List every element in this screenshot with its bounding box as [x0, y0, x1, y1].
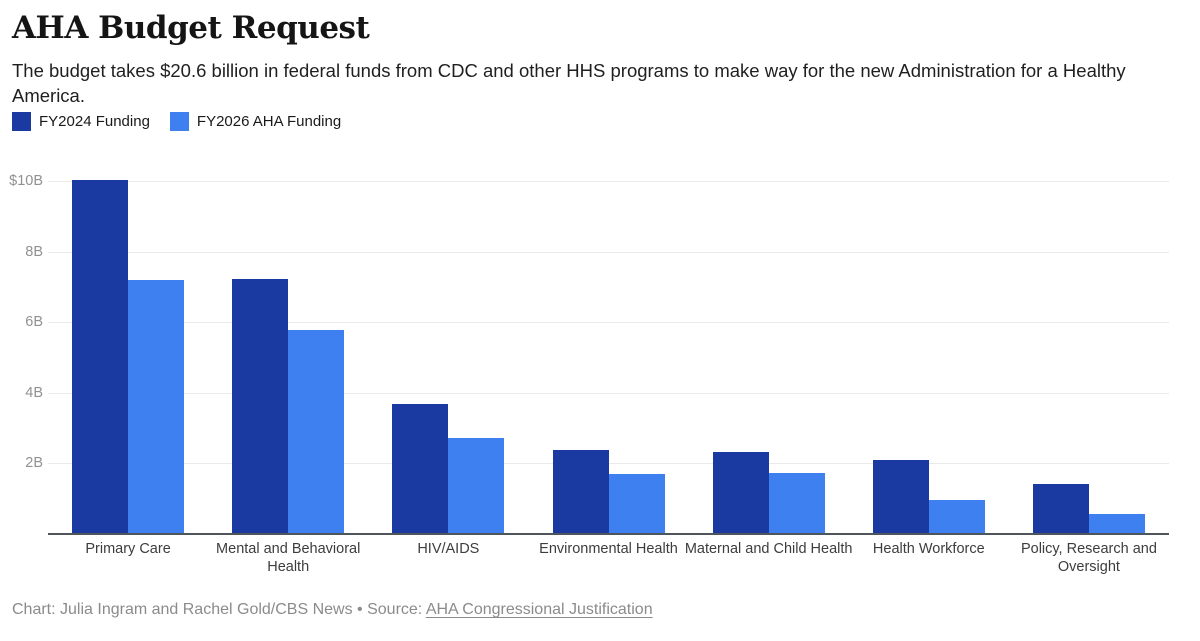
bar-fy2026-health-workforce[interactable] [928, 499, 985, 533]
chart-subtitle: The budget takes $20.6 billion in federa… [12, 58, 1162, 108]
bar-fy2024-primary-care[interactable] [72, 180, 129, 533]
gridline-2b [48, 463, 1169, 465]
legend-label: FY2024 Funding [39, 113, 150, 130]
bar-chart: $10B 8B 6B 4B 2B Primary Care Mental and Behav… [0, 160, 1200, 580]
gridline-6b [48, 322, 1169, 324]
source-label: Source: [367, 601, 423, 618]
subtitle-line-2: America. [12, 85, 85, 106]
x-axis-label-environmental-health: Environmental Health [539, 541, 678, 557]
credit-separator: • [357, 601, 363, 618]
x-axis-label-health-workforce: Health Workforce [872, 541, 985, 557]
gridline-4b [48, 392, 1169, 394]
legend-item-fy2026-aha-funding: FY2026 AHA Funding [169, 112, 342, 131]
bar-fy2024-maternal-and-child-health[interactable] [712, 451, 769, 533]
bar-fy2024-mental-and-behavioral-health[interactable] [232, 279, 289, 533]
y-axis-tick-label: 6B [25, 314, 43, 331]
bar-fy2024-policy-research-and-oversight[interactable] [1032, 484, 1089, 533]
y-axis-tick-label: $10B [9, 173, 43, 190]
x-axis-label-mental-and-behavioral-health: Mental and Behavioral Health [216, 541, 361, 575]
chart-credit: Chart: Julia Ingram and Rachel Gold/CBS … [12, 601, 653, 619]
subtitle-line-1: The budget takes $20.6 billion in federa… [12, 60, 1126, 81]
legend: FY2024 Funding FY2026 AHA Funding [12, 112, 341, 131]
y-axis-tick-label: 2B [25, 455, 43, 472]
x-axis-label-hiv-aids: HIV/AIDS [417, 541, 480, 557]
legend-label: FY2026 AHA Funding [196, 113, 342, 130]
bar-fy2024-environmental-health[interactable] [552, 450, 609, 533]
gridline-8b [48, 251, 1169, 253]
gridline-10b [48, 181, 1169, 183]
source-link[interactable]: AHA Congressional Justification [425, 601, 653, 618]
page-title: AHA Budget Request [12, 10, 370, 46]
bar-fy2024-health-workforce[interactable] [872, 460, 929, 533]
bar-fy2024-hiv-aids[interactable] [392, 403, 449, 533]
y-axis-tick-label: 8B [25, 243, 43, 260]
y-axis-tick-label: 4B [25, 384, 43, 401]
credit-text: Chart: Julia Ingram and Rachel Gold/CBS … [12, 601, 353, 618]
bar-fy2026-primary-care[interactable] [128, 280, 185, 533]
bar-fy2026-environmental-health[interactable] [608, 474, 665, 533]
bar-fy2026-maternal-and-child-health[interactable] [768, 473, 825, 533]
legend-swatch-fy2026-aha-funding [169, 112, 189, 131]
x-axis-line [48, 533, 1169, 535]
bar-fy2026-mental-and-behavioral-health[interactable] [288, 329, 345, 533]
legend-swatch-fy2024-funding [12, 112, 31, 131]
x-axis-label-maternal-and-child-health: Maternal and Child Health [684, 541, 853, 557]
x-axis-label-primary-care: Primary Care [85, 541, 171, 557]
legend-item-fy2024-funding: FY2024 Funding [12, 112, 150, 131]
bar-fy2026-policy-research-and-oversight[interactable] [1088, 513, 1145, 533]
bar-fy2026-hiv-aids[interactable] [448, 437, 505, 533]
x-axis-label-policy-research-and-oversight: Policy, Research and Oversight [1020, 541, 1157, 575]
